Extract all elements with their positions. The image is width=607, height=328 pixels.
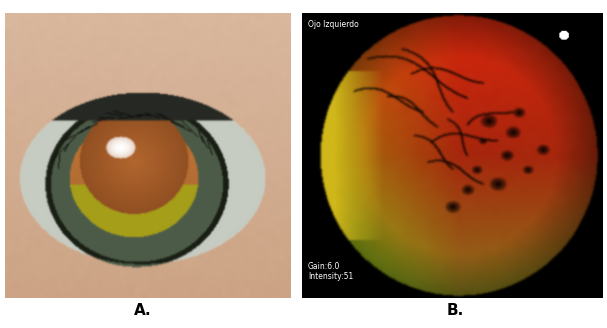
Text: B.: B. [447,303,464,318]
Text: Intensity:51: Intensity:51 [308,272,353,281]
Text: Ojo Izquierdo: Ojo Izquierdo [308,20,359,30]
Text: A.: A. [134,303,152,318]
Text: Gain:6.0: Gain:6.0 [308,262,341,272]
